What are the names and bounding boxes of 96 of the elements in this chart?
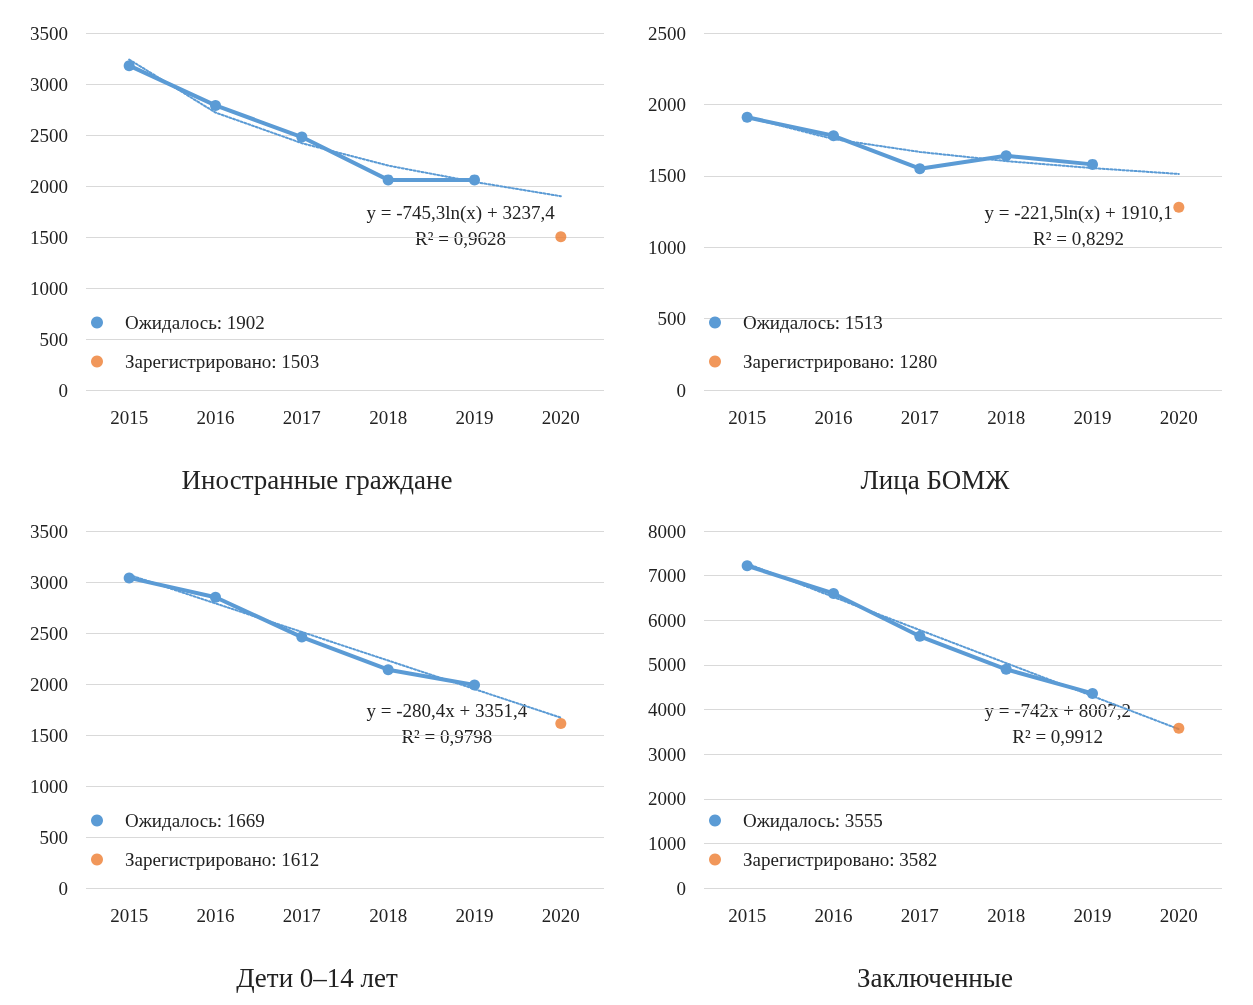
point: [210, 99, 221, 111]
x-tick-label: 2018: [987, 905, 1026, 926]
annotation: y = -745,3ln(x) + 3237,4: [366, 202, 556, 224]
x-tick-label: 2016: [814, 407, 853, 428]
point: [123, 60, 135, 72]
y-tick-label: 1000: [30, 775, 68, 797]
point: [123, 572, 135, 584]
x-tick-label: 2015: [728, 905, 767, 926]
y-tick-label: 7000: [648, 565, 686, 587]
y-tick-label: 1000: [648, 236, 686, 258]
y-tick-label: 2500: [30, 124, 68, 146]
x-tick-label: 2018: [987, 407, 1026, 428]
y-tick-label: 0: [58, 379, 68, 401]
point: [1000, 663, 1012, 675]
point: [469, 174, 480, 186]
point: [555, 231, 567, 243]
point: [296, 131, 308, 143]
x-tick-label: 2015: [728, 407, 767, 428]
x-tick-label: 2020: [1159, 407, 1198, 428]
x-tick-label: 2020: [541, 407, 580, 428]
x-tick-label: 2020: [1159, 905, 1198, 926]
point: [555, 718, 567, 730]
x-tick-label: 2019: [1073, 905, 1112, 926]
y-tick-label: 1500: [30, 724, 68, 746]
legend-label: Зарегистрировано: 1612: [125, 849, 320, 870]
y-tick-label: 4000: [648, 699, 686, 720]
x-tick-label: 2015: [110, 905, 149, 926]
y-tick-label: 3000: [648, 743, 686, 765]
y-tick-label: 0: [58, 877, 68, 899]
point: [382, 174, 394, 186]
annotation: R² = 0,9912: [1012, 726, 1104, 747]
x-tick-label: 2017: [900, 407, 939, 428]
point: [469, 679, 480, 691]
text: Заключенные: [857, 962, 1013, 993]
legend-label: Зарегистрировано: 3582: [743, 849, 938, 870]
y-tick-label: 0: [676, 877, 686, 899]
y-tick-label: 2500: [648, 22, 686, 44]
annotation: R² = 0,8292: [1033, 228, 1124, 249]
point: [1087, 158, 1098, 170]
point: [1173, 201, 1185, 213]
legend-label: Ожидалось: 3555: [743, 810, 883, 831]
y-tick-label: 1000: [648, 832, 686, 854]
y-tick-label: 1500: [30, 226, 68, 248]
x-tick-label: 2019: [1073, 407, 1112, 428]
point: [1087, 687, 1098, 699]
y-tick-label: 3000: [30, 571, 68, 593]
annotation: y = -221,5ln(x) + 1910,1: [984, 202, 1173, 224]
y-tick-label: 3000: [30, 73, 68, 95]
point: [828, 130, 839, 142]
legend-label: Ожидалось: 1669: [125, 810, 265, 831]
point: [741, 111, 753, 123]
y-tick-label: 2000: [648, 788, 686, 810]
text: Дети 0–14 лет: [236, 962, 399, 993]
x-tick-label: 2019: [455, 407, 494, 428]
text: Лица БОМЖ: [860, 464, 1011, 495]
y-tick-label: 0: [676, 379, 686, 401]
y-tick-label: 3500: [30, 520, 68, 542]
x-tick-label: 2016: [814, 905, 853, 926]
legend-label: Ожидалось: 1902: [125, 312, 265, 333]
x-tick-label: 2015: [110, 407, 149, 428]
y-tick-label: 500: [657, 308, 686, 330]
y-tick-label: 2000: [30, 175, 68, 197]
point: [741, 560, 753, 572]
annotation: y = -280,4x + 3351,4: [366, 700, 528, 721]
y-tick-label: 3500: [30, 22, 68, 44]
x-tick-label: 2017: [282, 407, 321, 428]
x-tick-label: 2017: [900, 905, 939, 926]
y-tick-label: 8000: [648, 520, 686, 542]
legend-label: Ожидалось: 1513: [743, 312, 883, 333]
point: [914, 630, 926, 642]
y-tick-label: 500: [39, 826, 68, 848]
point: [828, 587, 839, 599]
point: [914, 163, 926, 175]
y-tick-label: 5000: [648, 654, 686, 676]
x-tick-label: 2017: [282, 905, 321, 926]
text: Иностранные граждане: [181, 464, 453, 495]
x-tick-label: 2019: [455, 905, 494, 926]
y-tick-label: 6000: [648, 609, 686, 631]
y-tick-label: 2000: [30, 673, 68, 695]
y-tick-label: 500: [39, 328, 68, 350]
legend-label: Зарегистрировано: 1503: [125, 351, 320, 372]
x-tick-label: 2018: [369, 407, 408, 428]
x-tick-label: 2016: [196, 905, 235, 926]
legend-label: Зарегистрировано: 1280: [743, 351, 938, 372]
y-tick-label: 2000: [648, 93, 686, 115]
x-tick-label: 2016: [196, 407, 235, 428]
point: [382, 664, 394, 676]
point: [1000, 150, 1012, 162]
point: [210, 591, 221, 603]
y-tick-label: 1000: [30, 277, 68, 299]
point: [1173, 722, 1185, 734]
x-tick-label: 2020: [541, 905, 580, 926]
y-tick-label: 2500: [30, 622, 68, 644]
point: [296, 631, 308, 643]
x-tick-label: 2018: [369, 905, 408, 926]
y-tick-label: 1500: [648, 165, 686, 187]
